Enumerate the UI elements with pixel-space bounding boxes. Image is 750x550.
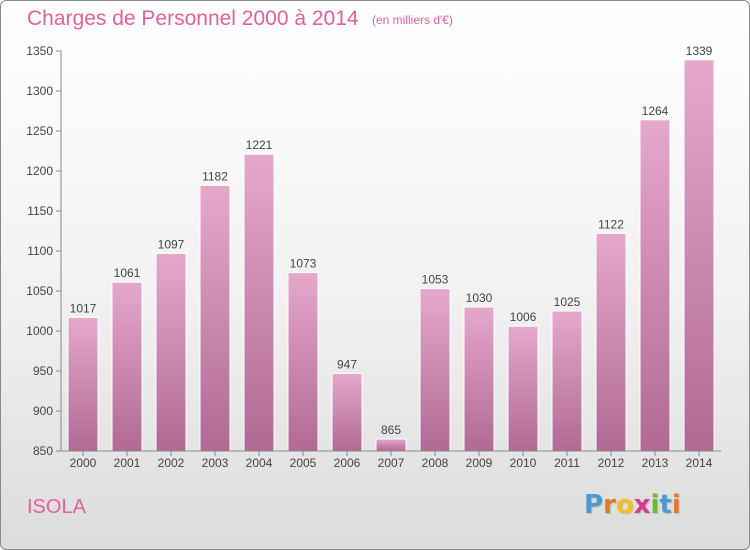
bar-value-label: 1061 [114,266,141,280]
chart-title: Charges de Personnel 2000 à 2014 [27,7,359,30]
bar[interactable] [683,59,715,452]
commune-name: ISOLA [27,496,86,518]
bar[interactable] [331,372,363,452]
bar[interactable] [67,316,99,452]
x-tick-label: 2012 [598,456,625,470]
bar-value-label: 865 [381,423,401,437]
bar-value-label: 1030 [466,291,493,305]
x-tick-label: 2000 [70,456,97,470]
bar-value-label: 1339 [686,44,713,58]
logo-letter: P [584,490,604,520]
x-tick-label: 2003 [202,456,229,470]
y-tick-label: 1000 [26,324,53,338]
bar-value-label: 947 [337,357,357,371]
chart-subtitle: (en milliers d'€) [372,13,453,27]
bar[interactable] [507,325,539,452]
x-tick-label: 2002 [158,456,185,470]
bar-value-label: 1221 [246,138,273,152]
x-tick-label: 2013 [642,456,669,470]
x-tick-label: 2008 [422,456,449,470]
bar-value-label: 1025 [554,295,581,309]
bar-value-label: 1264 [642,104,669,118]
bar-value-label: 1097 [158,237,185,251]
bar[interactable] [551,310,583,452]
bar-value-label: 1122 [598,217,624,231]
y-tick-label: 950 [33,364,53,378]
x-tick-label: 2007 [378,456,405,470]
bar-value-label: 1006 [510,310,537,324]
logo-letter: i [650,490,660,520]
x-tick-label: 2006 [334,456,361,470]
bars: 1017 1061 1097 1182 1221 1073 947 865 1053 1030 10… [67,44,715,452]
bar-value-label: 1182 [202,169,228,183]
bar-value-label: 1053 [422,273,449,287]
bar-value-label: 1073 [290,257,317,271]
x-tick-label: 2004 [246,456,273,470]
y-axis: 850 900 950 1000 1050 1100 1150 1200 1250 1300 135… [26,44,62,458]
x-tick-label: 2009 [466,456,493,470]
y-tick-label: 1050 [26,284,53,298]
logo-letter: i [671,490,681,520]
y-tick-label: 1100 [27,244,53,258]
bar[interactable] [375,438,407,452]
x-tick-label: 2011 [554,456,580,470]
y-tick-label: 1250 [26,124,53,138]
bar[interactable] [639,119,671,452]
logo-letter: t [659,490,672,520]
y-tick-label: 900 [33,404,53,418]
bar[interactable] [595,232,627,452]
logo-letter: o [615,490,634,520]
y-tick-label: 850 [33,444,53,458]
y-tick-label: 1350 [26,44,53,58]
x-tick-label: 2010 [510,456,537,470]
x-axis: 2000 2001 2002 2003 2004 2005 2006 2007 2008 2009… [61,450,721,470]
bar[interactable] [287,272,319,452]
bar[interactable] [419,288,451,452]
logo-letter: x [633,490,651,520]
logo-letter: r [603,490,616,520]
proxiti-logo[interactable]: Proxiti [584,490,681,520]
y-tick-label: 1200 [26,164,53,178]
bar-value-label: 1017 [70,301,97,315]
x-tick-label: 2014 [686,456,713,470]
bar[interactable] [155,252,187,452]
bar[interactable] [199,184,231,452]
x-tick-label: 2005 [290,456,317,470]
y-tick-label: 1150 [27,204,53,218]
y-tick-label: 1300 [26,84,53,98]
x-tick-label: 2001 [114,456,141,470]
bar[interactable] [243,153,275,452]
bar[interactable] [111,281,143,452]
bar[interactable] [463,306,495,452]
